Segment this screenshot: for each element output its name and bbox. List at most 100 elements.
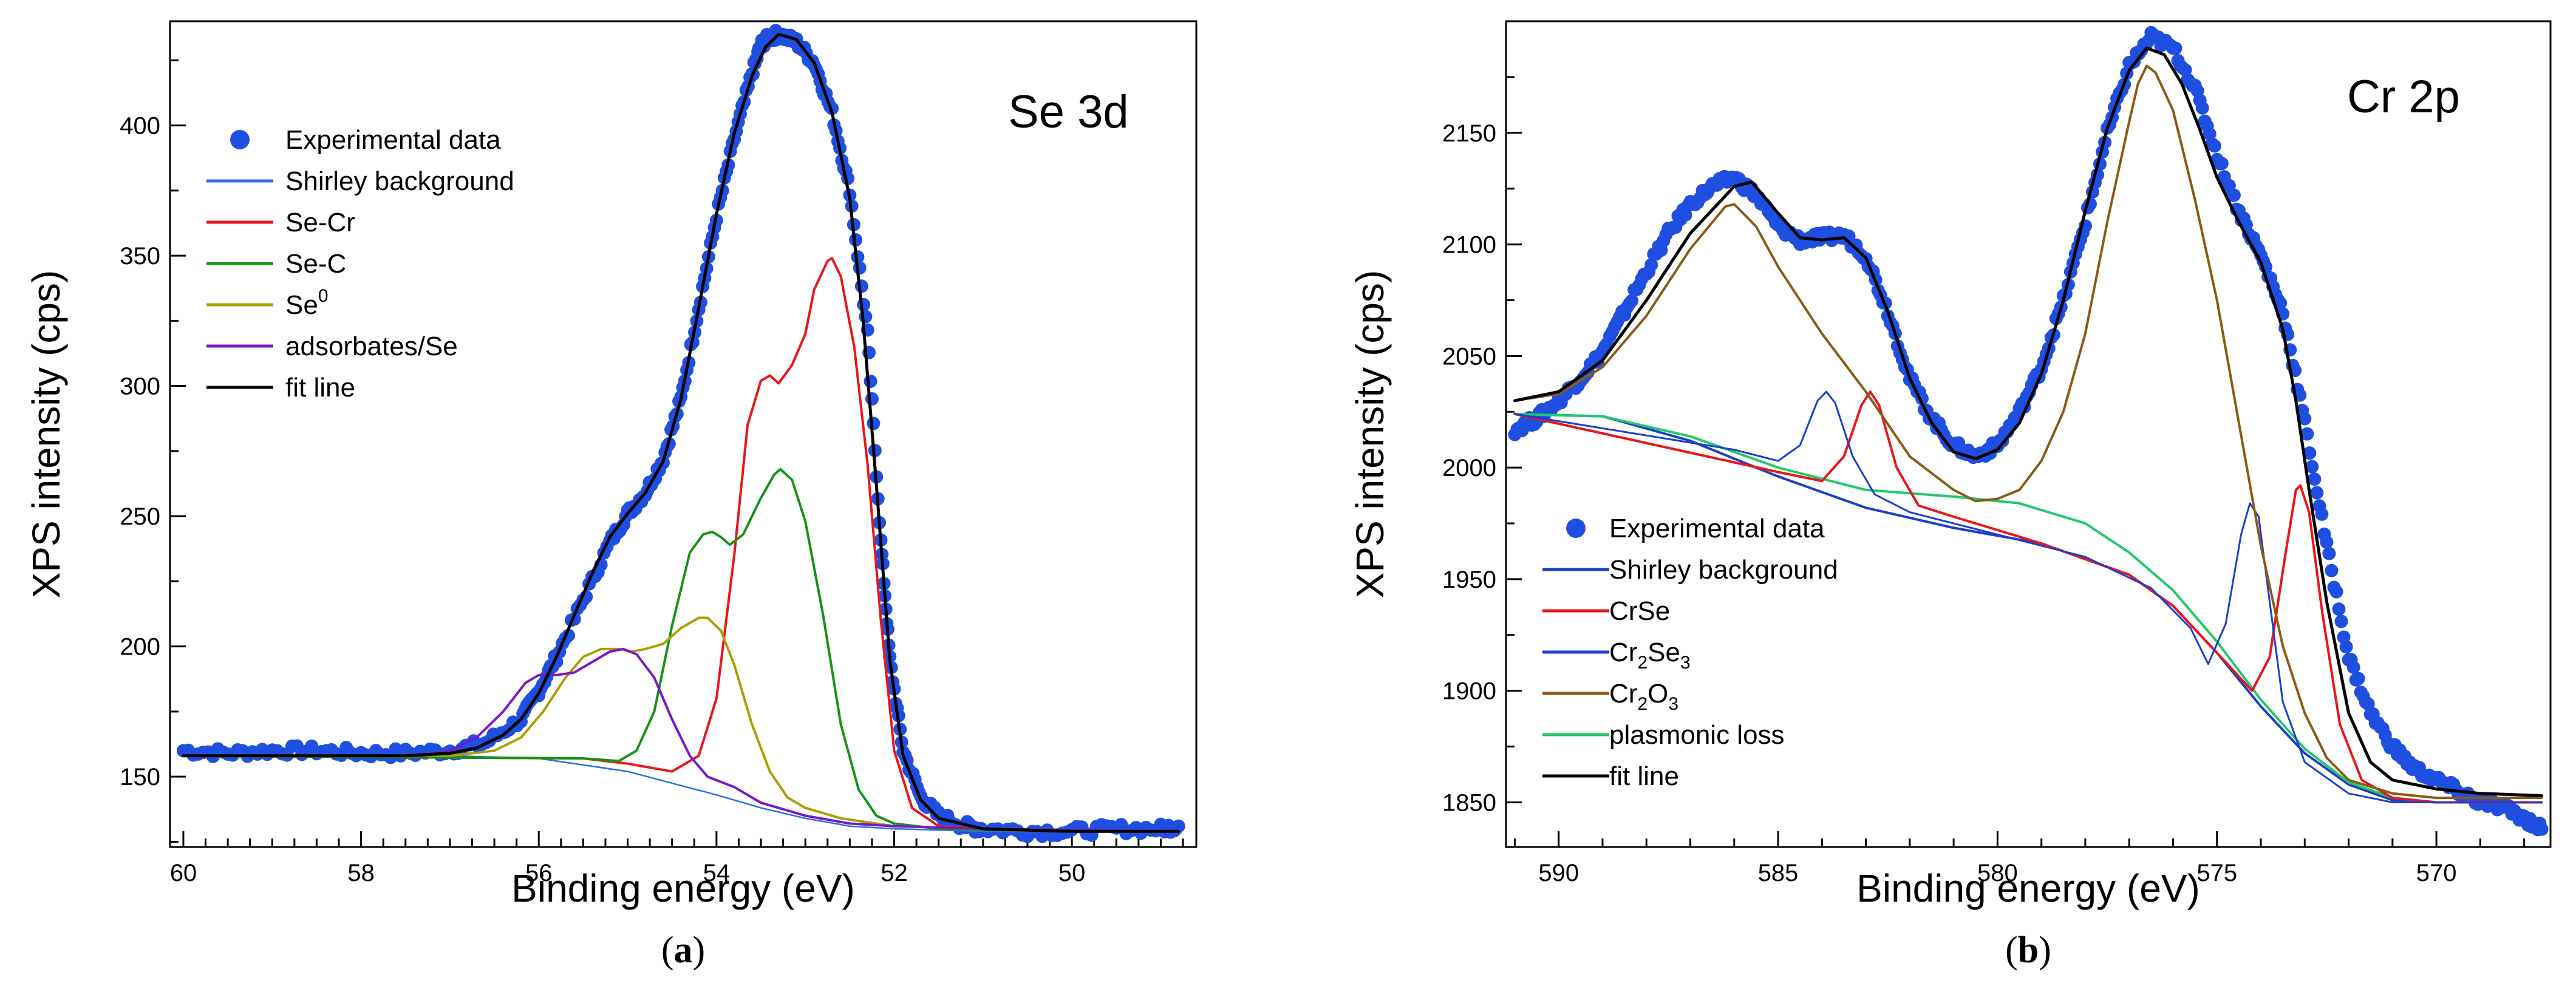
data-point bbox=[2215, 157, 2229, 171]
y-tick-label: 300 bbox=[120, 373, 160, 400]
legend-label: adsorbates/Se bbox=[285, 332, 458, 361]
data-point bbox=[864, 375, 877, 389]
data-point bbox=[2351, 672, 2365, 685]
series-line-se0 bbox=[182, 616, 1180, 833]
y-tick-label: 1900 bbox=[1442, 678, 1496, 705]
x-tick-label: 50 bbox=[1058, 860, 1086, 886]
data-point bbox=[2308, 472, 2322, 486]
legend-label: Shirley background bbox=[1609, 555, 1838, 585]
x-tick-label: 60 bbox=[170, 860, 197, 886]
y-tick-label: 2100 bbox=[1442, 232, 1496, 259]
data-point bbox=[2332, 602, 2346, 616]
legend-label: Experimental data bbox=[285, 125, 501, 155]
data-point bbox=[2325, 563, 2339, 577]
series-line-adsorbates-se bbox=[182, 647, 1180, 833]
y-axis-label-a: XPS intensity (cps) bbox=[24, 270, 68, 599]
data-point bbox=[2361, 697, 2375, 711]
data-point bbox=[867, 417, 881, 430]
data-point bbox=[2207, 139, 2221, 153]
data-point bbox=[1644, 258, 1658, 272]
data-point bbox=[2322, 546, 2336, 560]
series-line-cr2se3 bbox=[1514, 390, 2543, 803]
y-tick-label: 250 bbox=[120, 503, 160, 530]
panel-a-title: Se 3d bbox=[1008, 86, 1129, 138]
y-tick-label: 2150 bbox=[1442, 120, 1496, 147]
y-axis-label-b: XPS intensity (cps) bbox=[1348, 270, 1392, 599]
series-line-fit-line bbox=[1513, 46, 2543, 797]
data-point bbox=[2305, 460, 2319, 474]
data-point bbox=[2169, 41, 2182, 55]
y-tick-label: 150 bbox=[120, 764, 160, 791]
data-point bbox=[853, 261, 867, 275]
x-axis-label-a: Binding energy (eV) bbox=[511, 866, 855, 910]
data-point bbox=[2329, 585, 2343, 599]
legend-label: Cr2Se3 bbox=[1609, 638, 1691, 673]
legend-label: Experimental data bbox=[1609, 514, 1825, 543]
series-line-crse bbox=[1513, 390, 2543, 804]
legend-marker bbox=[230, 130, 250, 149]
legend-label: Cr2O3 bbox=[1609, 679, 1678, 714]
x-tick-label: 590 bbox=[1538, 860, 1579, 886]
x-tick-label: 575 bbox=[2196, 860, 2237, 886]
y-tick-label: 2000 bbox=[1442, 455, 1496, 481]
y-tick-label: 1850 bbox=[1442, 789, 1496, 816]
panel-b-caption: (b) bbox=[2005, 930, 2051, 971]
legend-label: Se0 bbox=[285, 286, 329, 320]
data-point bbox=[2346, 660, 2360, 674]
data-point bbox=[2227, 188, 2241, 202]
data-point bbox=[2274, 296, 2288, 310]
legend-label: Shirley background bbox=[285, 166, 514, 196]
data-point bbox=[854, 279, 868, 293]
legend-b: Experimental data Shirley background CrSe C… bbox=[1542, 514, 1838, 791]
x-axis-label-b: Binding energy (eV) bbox=[1856, 866, 2200, 910]
legend-label: fit line bbox=[285, 373, 355, 403]
legend-label: CrSe bbox=[1609, 596, 1670, 626]
legend-label: Se-Cr bbox=[285, 208, 355, 237]
data-point bbox=[2334, 614, 2348, 628]
data-point bbox=[2298, 412, 2312, 426]
x-tick-label: 570 bbox=[2416, 860, 2457, 886]
series-line-se-c bbox=[182, 468, 1180, 833]
plot-area-b: 590 585 580 575 570 1850 1900 1950 2000 2050 2100 2… bbox=[1442, 20, 2549, 886]
x-tick-label: 585 bbox=[1758, 860, 1799, 886]
data-point bbox=[2320, 536, 2334, 549]
legend-a: Experimental data Shirley background Se-Cr… bbox=[206, 125, 514, 403]
series-line-cr2o3 bbox=[1513, 64, 2543, 800]
data-point bbox=[2195, 101, 2209, 115]
y-tick-label: 1950 bbox=[1442, 566, 1496, 593]
data-point bbox=[2300, 427, 2314, 441]
legend-label: fit line bbox=[1609, 761, 1679, 791]
y-tick-label: 200 bbox=[120, 634, 160, 661]
plot-frame-b bbox=[1505, 20, 2552, 848]
series-line-fit-line bbox=[182, 33, 1181, 833]
y-tick-label: 400 bbox=[120, 113, 160, 140]
x-tick-label: 54 bbox=[703, 860, 731, 886]
panel-b-title: Cr 2p bbox=[2347, 71, 2460, 123]
legend-label: plasmonic loss bbox=[1609, 720, 1785, 750]
data-point bbox=[1171, 819, 1185, 833]
y-tick-label: 2050 bbox=[1442, 343, 1496, 370]
series-line-plasmonic-loss bbox=[1513, 412, 2543, 804]
plot-frame-a bbox=[169, 20, 1198, 848]
x-tick-label: 58 bbox=[347, 860, 375, 886]
x-tick-label: 580 bbox=[1977, 860, 2018, 886]
data-point bbox=[857, 298, 871, 311]
data-point bbox=[1625, 294, 1639, 308]
legend-marker bbox=[1566, 519, 1586, 538]
series-line-se-cr bbox=[182, 257, 1180, 833]
data-point bbox=[2535, 822, 2549, 836]
data-point bbox=[2339, 640, 2353, 654]
x-tick-label: 52 bbox=[881, 860, 908, 886]
x-tick-label: 56 bbox=[525, 860, 553, 886]
panel-a-chart: 60 58 56 54 52 50 150 200 250 300 350 400 Se 3d Bin… bbox=[24, 20, 1198, 971]
data-point bbox=[2310, 486, 2324, 500]
panel-a-caption: (a) bbox=[661, 930, 705, 971]
data-point bbox=[2303, 446, 2317, 460]
y-tick-label: 350 bbox=[120, 243, 160, 270]
plot-area-a: 60 58 56 54 52 50 150 200 250 300 350 400 bbox=[120, 24, 1185, 886]
data-point bbox=[865, 392, 879, 406]
data-point bbox=[2315, 507, 2329, 521]
legend-label: Se-C bbox=[285, 249, 346, 279]
panel-b-chart: 590 585 580 575 570 1850 1900 1950 2000 2050 2100 2… bbox=[1348, 20, 2552, 971]
